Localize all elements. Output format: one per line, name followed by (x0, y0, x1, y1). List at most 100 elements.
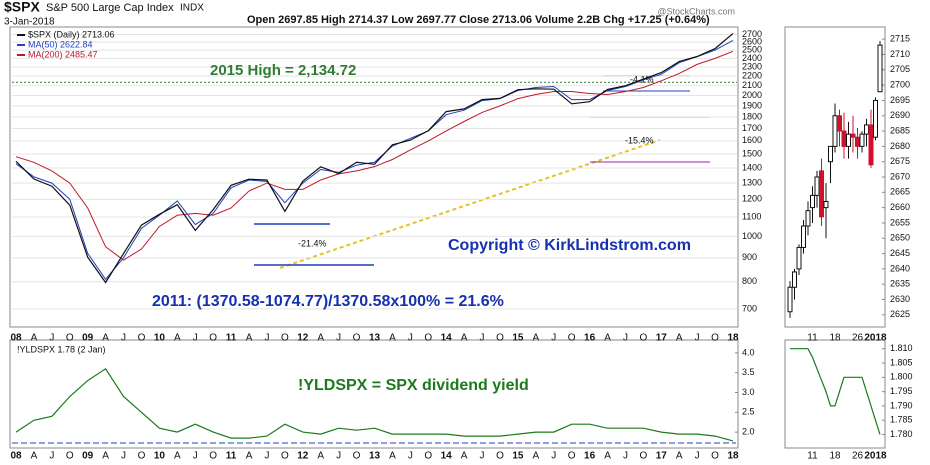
yield-line (790, 348, 881, 435)
candle-body (814, 176, 820, 196)
x-tick-label: O (639, 451, 647, 462)
x-tick-label: 11 (807, 451, 818, 462)
x-tick-label: J (121, 333, 126, 344)
x-tick-label: 15 (512, 333, 524, 344)
x-tick-label: A (676, 451, 683, 462)
x-tick-label: 26 (852, 451, 864, 462)
y-tick-label: 2640 (890, 263, 910, 273)
y-tick-label: 2200 (742, 70, 762, 80)
x-tick-label: A (102, 451, 109, 462)
x-tick-label: 10 (154, 451, 166, 462)
reference-label: 2015 High = 2,134.72 (210, 62, 356, 79)
x-tick-label: O (209, 451, 217, 462)
y-tick-label: 2655 (890, 217, 910, 227)
x-tick-label: O (639, 333, 647, 344)
series-line (15, 50, 734, 261)
legend-label: MA(200) 2485.47 (28, 49, 98, 59)
candle-body (859, 133, 865, 147)
x-tick-label: O (353, 333, 361, 344)
x-tick-label: J (336, 333, 341, 344)
candle-body (823, 201, 829, 209)
x-tick-label: O (281, 451, 289, 462)
annotation: !YLDSPX = SPX dividend yield (298, 377, 529, 394)
x-tick-label: A (676, 333, 683, 344)
source: @StockCharts.com (657, 6, 735, 16)
y-tick-label: 2100 (742, 80, 762, 90)
x-tick-label: O (496, 333, 504, 344)
legend-label: MA(50) 2622.84 (28, 39, 93, 49)
x-tick-label: J (551, 451, 556, 462)
candle-body (787, 286, 793, 313)
x-tick-label: 08 (10, 333, 22, 344)
x-tick-label: O (568, 333, 576, 344)
x-tick-label: J (480, 451, 485, 462)
y-tick-label: 1.805 (890, 357, 913, 367)
x-tick-label: 14 (441, 333, 453, 344)
x-tick-label: J (695, 451, 700, 462)
candle-body (828, 145, 833, 163)
x-tick-label: 2018 (864, 451, 887, 462)
y-tick-label: 1.780 (890, 429, 913, 439)
candle-body (868, 124, 874, 166)
x-tick-label: O (66, 333, 74, 344)
y-tick-label: 2670 (890, 171, 910, 181)
exchange: INDX (180, 3, 204, 14)
y-tick-label: 2715 (890, 34, 910, 44)
x-tick-label: 11 (226, 451, 237, 462)
x-tick-label: 18 (829, 333, 841, 344)
annotation: -21.4% (298, 238, 327, 248)
yield-panel (9, 339, 739, 449)
x-tick-label: 13 (369, 451, 381, 462)
y-tick-label: 1.785 (890, 415, 913, 425)
x-tick-label: 12 (297, 451, 309, 462)
y-tick-label: 2700 (890, 80, 910, 90)
y-tick-label: 1200 (742, 194, 762, 204)
annotation: -15.4% (625, 135, 654, 145)
x-tick-label: O (568, 451, 576, 462)
inset-yield-panel (784, 339, 886, 449)
x-tick-label: A (604, 333, 611, 344)
annotation: Copyright © KirkLindstrom.com (448, 237, 691, 254)
x-tick-label: J (264, 333, 269, 344)
y-tick-label: 2300 (742, 61, 762, 71)
y-tick-label: 1500 (742, 148, 762, 158)
candle-body (873, 99, 878, 138)
x-tick-label: 14 (441, 451, 453, 462)
candle-body (805, 210, 811, 227)
y-tick-label: 2695 (890, 95, 910, 105)
x-tick-label: 09 (82, 451, 94, 462)
x-tick-label: J (264, 451, 269, 462)
x-tick-label: 12 (297, 333, 309, 344)
candle-body (832, 115, 838, 147)
candle-body (801, 225, 806, 248)
x-tick-label: O (209, 333, 217, 344)
x-tick-label: O (138, 451, 146, 462)
y-tick-label: 1100 (742, 211, 761, 221)
y-tick-label: 2660 (890, 202, 910, 212)
x-tick-label: 17 (656, 451, 668, 462)
x-tick-label: J (336, 451, 341, 462)
symbol: $SPX (4, 0, 40, 15)
candle-body (877, 44, 883, 93)
x-tick-label: A (317, 451, 324, 462)
x-tick-label: 16 (584, 451, 596, 462)
y-tick-label: 2.5 (742, 407, 755, 417)
x-tick-label: A (31, 333, 38, 344)
candle-body (792, 271, 797, 288)
y-tick-label: 800 (742, 276, 757, 286)
y-tick-label: 2645 (890, 248, 910, 258)
y-tick-label: 2000 (742, 90, 762, 100)
y-tick-label: 2710 (890, 49, 910, 59)
x-tick-label: 16 (584, 333, 596, 344)
y-tick-label: 2690 (890, 110, 910, 120)
y-tick-label: 3.5 (742, 367, 755, 377)
x-tick-label: 26 (852, 333, 864, 344)
y-tick-label: 2675 (890, 156, 910, 166)
y-tick-label: 2.0 (742, 427, 755, 437)
x-tick-label: J (193, 333, 198, 344)
y-tick-label: 1300 (742, 177, 762, 187)
x-tick-label: 13 (369, 333, 381, 344)
index-name: S&P 500 Large Cap Index (46, 2, 174, 14)
x-tick-label: 18 (727, 333, 739, 344)
x-tick-label: 11 (226, 333, 237, 344)
